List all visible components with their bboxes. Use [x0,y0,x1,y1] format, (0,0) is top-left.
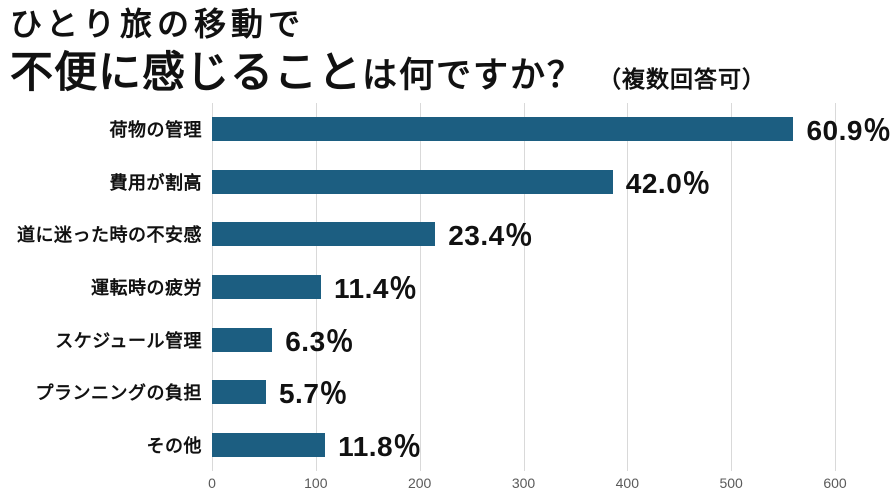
category-label: スケジュール管理 [55,330,202,351]
category-label: 費用が割高 [109,172,202,193]
value-label: 11.8％ [338,430,422,462]
plot-area: 荷物の管理 60.9％ 費用が割高 42.0％ 道に迷った時の不安感 23.4％ 運転時の疲… [0,103,894,471]
value-label: 42.0％ [625,167,711,199]
gridline [419,103,421,471]
value-label: 6.3％ [285,325,355,357]
value-label: 23.4％ [448,220,534,252]
bar [212,327,273,352]
bar-row: 費用が割高 42.0％ [0,156,894,209]
title-line1: ひとり旅の移動で [10,6,306,42]
bar-row: 荷物の管理 60.9％ [0,103,894,156]
x-axis-tick-label: 100 [304,475,328,491]
gridline [627,103,629,471]
gridline [835,103,836,471]
x-axis-tick-label: 300 [511,475,536,491]
bar [212,275,322,300]
bar [212,432,326,457]
title-question: は何ですか？ [362,56,585,95]
bar-row: 道に迷った時の不安感 23.4％ [0,208,894,261]
x-axis-tick-label: 500 [719,475,743,491]
bar-rows: 荷物の管理 60.9％ 費用が割高 42.0％ 道に迷った時の不安感 23.4％ 運転時の疲… [0,103,894,471]
gridline [523,103,525,471]
bar-row: プランニングの負担 5.7％ [0,366,894,419]
title-line2: 不便に感じること は何ですか？ （複数回答可） [10,46,766,106]
bar [212,380,266,405]
chart-title: ひとり旅の移動で 不便に感じること は何ですか？ （複数回答可） [10,2,766,106]
x-axis-tick-label: 600 [823,475,847,491]
title-note-multiple-answers: （複数回答可） [598,66,767,92]
value-label: 60.9％ [806,115,892,147]
category-label: 運転時の疲労 [91,278,202,299]
bar-row: 運転時の疲労 11.4％ [0,261,894,314]
category-label: その他 [146,435,202,456]
category-label: 荷物の管理 [109,120,202,141]
x-axis-tick-label: 0 [208,475,216,491]
bar [212,117,794,142]
bar-row: スケジュール管理 6.3％ [0,313,894,366]
value-label: 11.4％ [334,273,418,305]
gridline [731,103,733,471]
value-label: 5.7％ [278,378,348,410]
category-label: 道に迷った時の不安感 [17,225,202,246]
bar [212,169,613,194]
bar-row: その他 11.8％ [0,418,894,471]
bar [212,222,436,247]
x-axis-tick-label: 200 [407,475,432,491]
x-axis-tick-label: 400 [615,475,639,491]
title-emphasis: 不便に感じること [10,49,362,97]
category-label: プランニングの負担 [35,383,202,404]
x-axis: 0 100 200 300 400 500 600 [0,473,894,494]
